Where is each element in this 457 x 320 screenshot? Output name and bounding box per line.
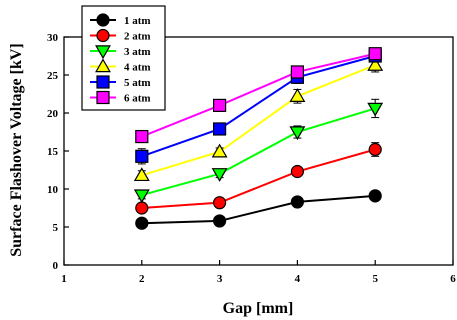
legend-marker: [96, 13, 110, 27]
data-point: [135, 216, 149, 230]
series-2: [135, 142, 382, 215]
y-tick-label: 30: [47, 32, 59, 44]
series-line: [141, 52, 376, 138]
legend-marker: [96, 90, 110, 105]
x-tick-label: 4: [295, 273, 301, 285]
legend-marker: [96, 28, 110, 43]
data-point: [368, 142, 382, 157]
legend-label: 3 atm: [124, 46, 151, 58]
data-point: [368, 189, 382, 203]
data-point: [289, 88, 306, 102]
y-tick-label: 10: [47, 184, 59, 196]
x-tick-label: 1: [61, 273, 67, 285]
legend-label: 5 atm: [124, 77, 151, 89]
series-line: [141, 64, 376, 177]
legend-marker: [95, 58, 111, 73]
data-point: [213, 122, 227, 136]
x-tick-label: 2: [139, 273, 145, 285]
legend-label: 2 atm: [124, 31, 151, 43]
data-point: [368, 47, 382, 61]
y-tick-label: 0: [53, 260, 59, 272]
data-point: [133, 167, 150, 182]
legend: 1 atm 2 atm 3 atm 4 atm 5 atm 6 atm: [81, 5, 166, 111]
data-point: [213, 196, 227, 210]
series-line: [141, 107, 376, 197]
data-point: [367, 102, 384, 117]
series-5: [135, 49, 382, 165]
series-4: [133, 57, 384, 182]
legend-marker: [95, 45, 111, 60]
data-point: [135, 149, 149, 163]
data-point: [289, 126, 306, 141]
series-6: [135, 47, 382, 144]
legend-label: 4 atm: [124, 62, 151, 74]
series-line: [141, 148, 376, 209]
data-point: [290, 65, 304, 79]
data-point: [290, 164, 304, 179]
x-tick-label: 5: [372, 273, 378, 285]
y-tick-label: 20: [47, 108, 59, 120]
series-line: [141, 55, 376, 158]
legend-marker: [96, 75, 110, 89]
data-point: [213, 214, 227, 228]
series-line: [141, 194, 376, 225]
data-point: [133, 189, 150, 204]
data-point: [367, 57, 384, 71]
x-tick-label: 3: [217, 273, 223, 285]
x-tick-label: 6: [450, 273, 456, 285]
legend-label: 6 atm: [124, 93, 151, 105]
data-point: [290, 195, 304, 209]
x-axis-title: Gap [mm]: [223, 300, 294, 317]
data-point: [213, 98, 227, 113]
legend-box: [81, 5, 166, 111]
series-1: [135, 189, 382, 230]
data-point: [211, 143, 228, 158]
y-tick-label: 5: [53, 222, 59, 234]
data-point: [135, 201, 149, 215]
series-3: [133, 98, 384, 204]
plot-area: 1 2 3 4 5 6 0 5 10 15 20 25 30: [47, 32, 456, 285]
y-tick-label: 25: [47, 70, 59, 82]
y-axis-title: Surface Flashover Voltage [kV]: [8, 43, 25, 256]
legend-label: 1 atm: [124, 15, 151, 27]
data-point: [211, 168, 228, 182]
y-tick-label: 15: [47, 146, 59, 158]
data-point: [135, 129, 149, 144]
